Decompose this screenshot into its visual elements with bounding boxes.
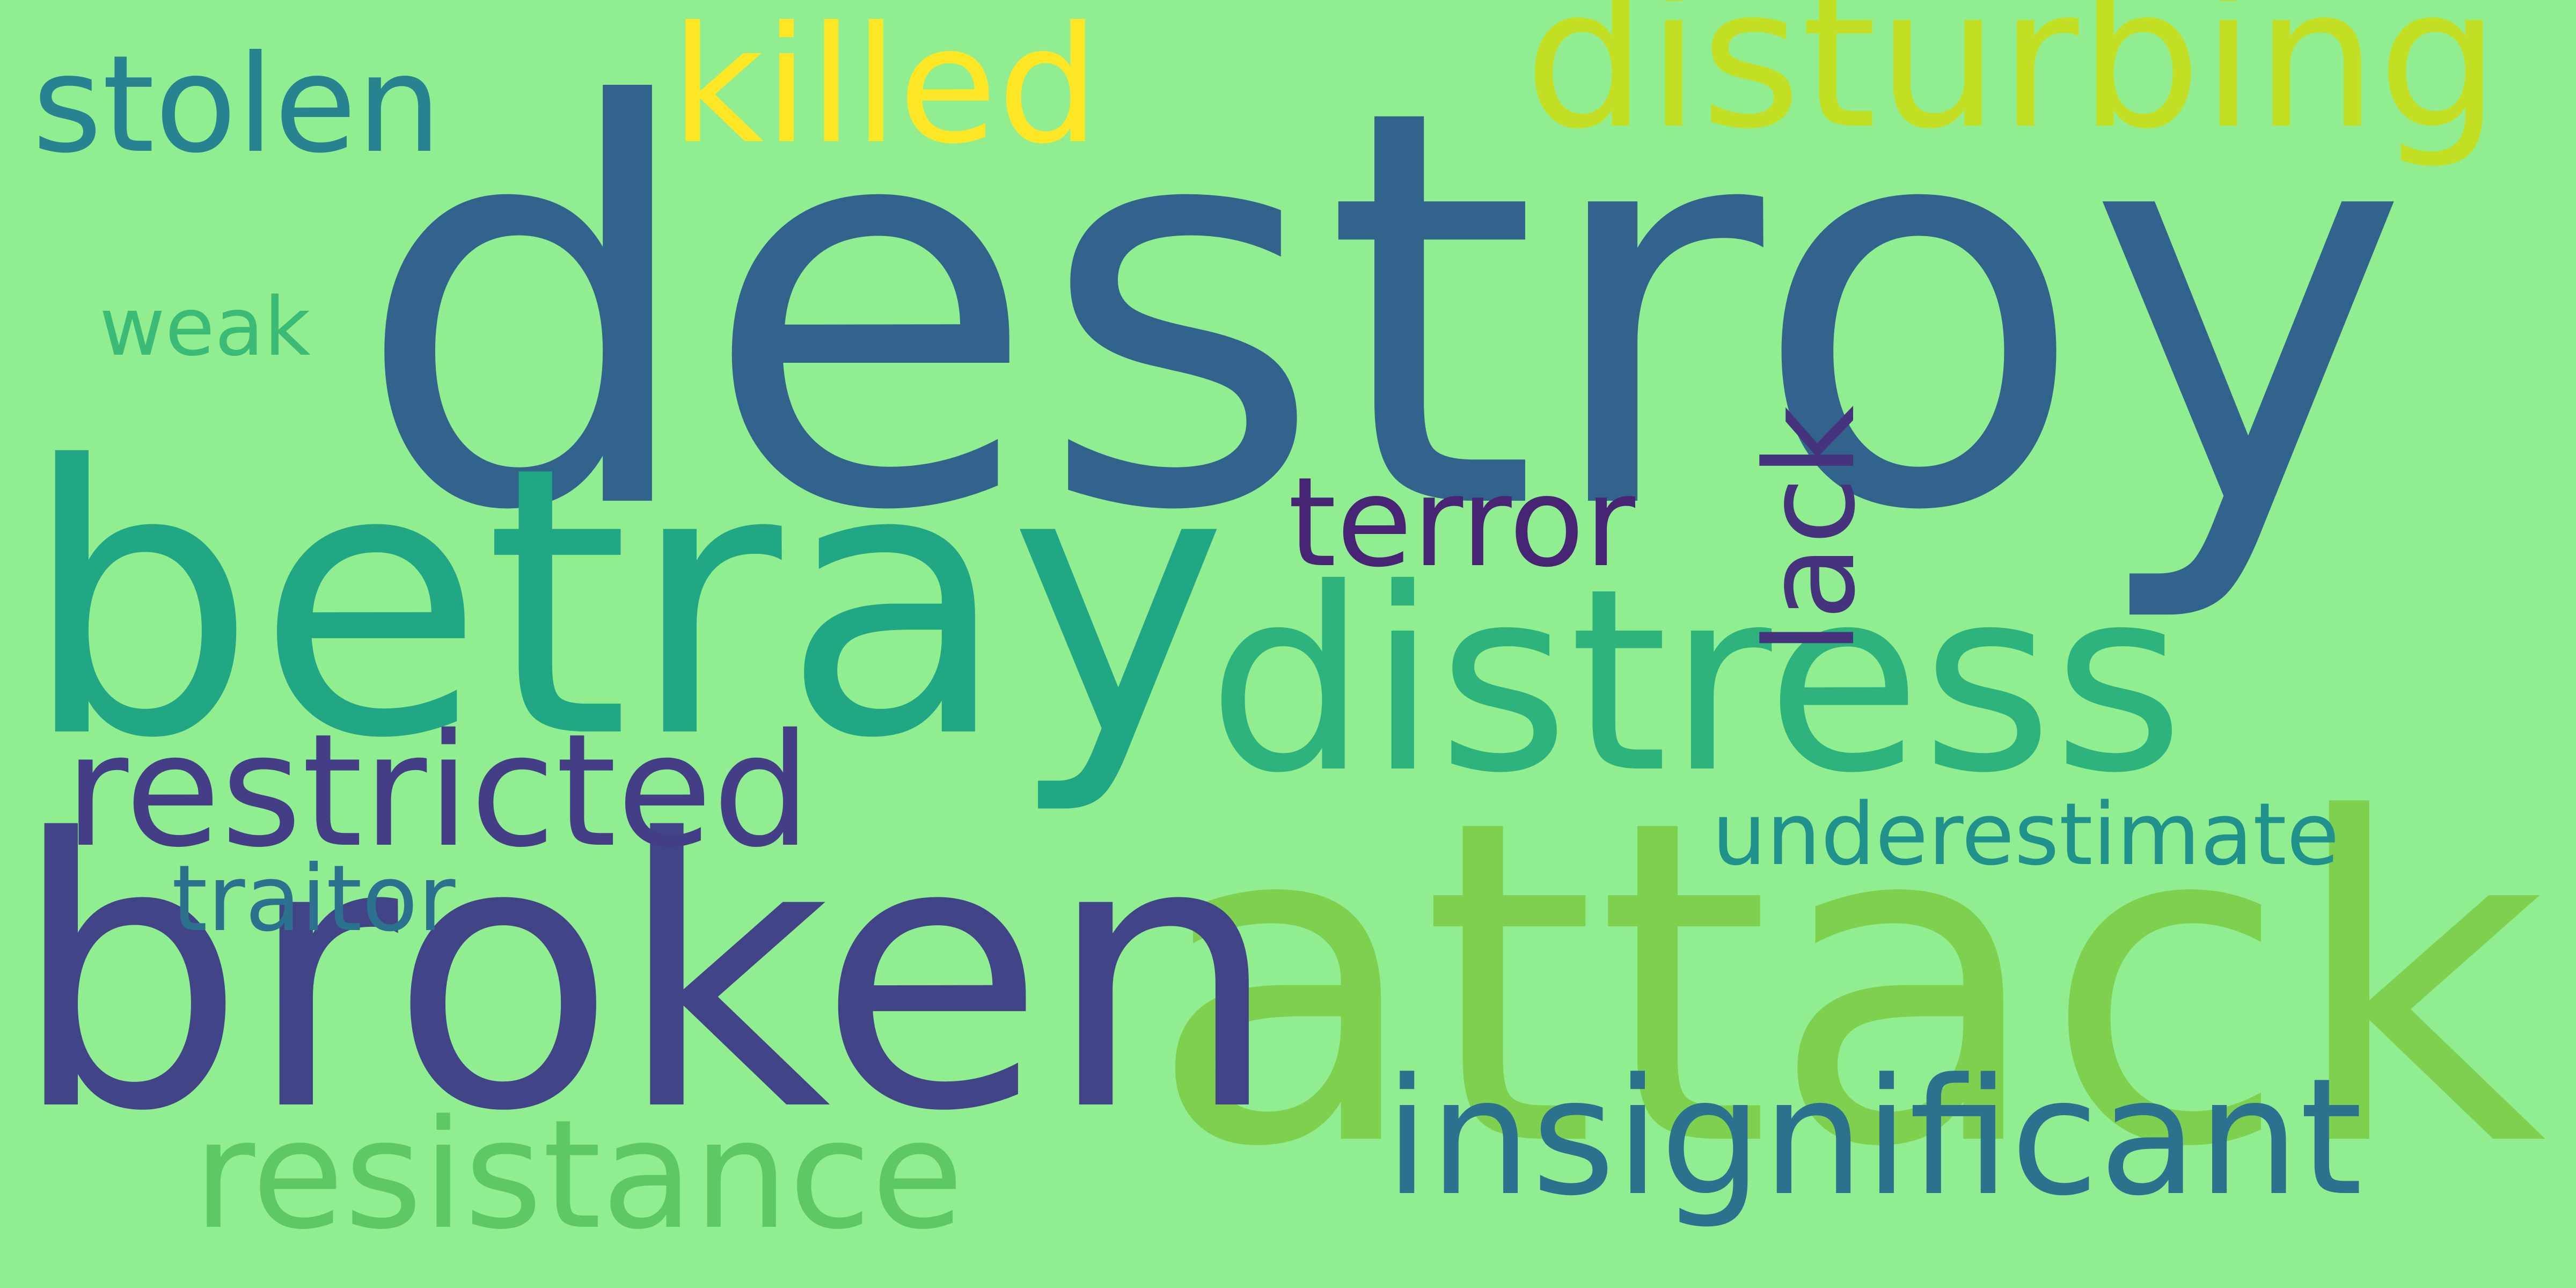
word-insignificant: insignificant: [1385, 1044, 2363, 1231]
word-distress: distress: [1208, 535, 2184, 828]
word-lack: lack: [1739, 405, 1883, 655]
word-broken: broken: [11, 761, 1280, 1192]
word-attack: attack: [1148, 726, 2547, 1244]
word-stolen: stolen: [32, 26, 442, 182]
word-restricted: restricted: [64, 701, 811, 882]
word-traitor: traitor: [172, 846, 456, 952]
word-killed: killed: [671, 0, 1100, 179]
word-betray: betray: [21, 388, 1228, 819]
word-destroy: destroy: [354, 0, 2410, 630]
word-underestimate: underestimate: [1712, 784, 2340, 884]
word-terror: terror: [1288, 451, 1635, 595]
word-resistance: resistance: [193, 1088, 964, 1263]
word-weak: weak: [99, 281, 311, 374]
word-disturbing: disturbing: [1524, 0, 2500, 171]
